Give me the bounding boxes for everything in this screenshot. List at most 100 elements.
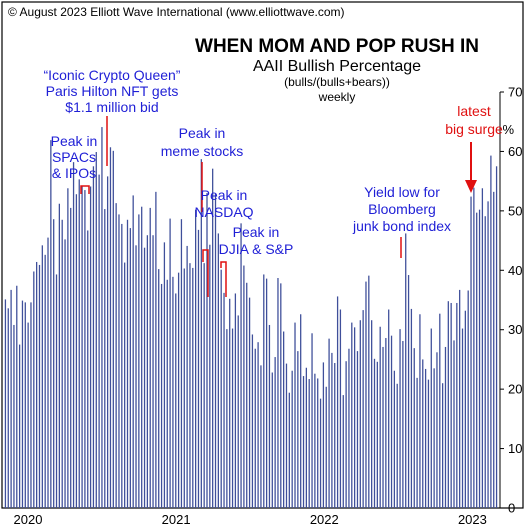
bar [27,322,29,508]
bar [203,263,205,508]
bar [30,302,32,508]
bar [356,351,359,508]
bar [436,352,438,508]
x-year-label: 2020 [14,512,43,527]
bar [251,334,254,508]
bar [220,269,222,508]
bar [476,212,478,508]
bar [72,162,75,508]
bar [319,398,322,508]
annotation-latest-line2: big surge [445,121,503,137]
y-axis-unit: % [502,122,514,137]
bar [382,346,384,508]
bar [55,274,58,508]
bar [160,283,163,508]
bar [271,372,273,508]
bar [280,283,282,508]
bar [106,176,109,508]
bar [493,191,495,508]
bar [410,308,413,508]
bar [172,276,174,508]
annotation-djia-line1: Peak in [233,224,280,240]
bar [433,368,435,508]
bar [260,365,262,508]
bar [444,346,447,508]
bar [195,209,197,509]
bar [416,377,418,508]
bar [226,329,228,508]
bar [439,313,441,508]
annotation-djia-line2: DJIA & S&P [219,241,294,257]
bar [317,378,319,508]
x-year-label: 2021 [162,512,191,527]
bar [359,320,361,508]
bar [459,289,461,508]
bar [64,239,66,508]
y-tick-label: 20 [508,382,522,397]
bar [78,179,80,509]
bar [294,322,296,508]
annotation-spacs-bracket [80,185,90,194]
annotation-spacs-line2: SPACs [52,149,96,165]
y-tick-label: 0 [508,501,515,516]
bar [379,326,381,508]
y-axis-ticks: 0 10 20 30 40 50 60 70 [500,85,522,516]
bar-series [4,127,498,509]
bar [393,370,396,508]
y-tick-label: 50 [508,203,522,218]
bar [402,341,404,508]
bar [481,188,484,508]
bar [10,289,12,508]
bar [175,293,177,508]
x-axis-labels: 2020 2021 2022 2023 [14,512,487,527]
bar [265,278,268,508]
annotation-crypto-queen-line2: Paris Hilton NFT gets [46,83,179,99]
x-year-label: 2023 [458,512,487,527]
bar [328,338,330,508]
bar [447,301,449,508]
bar [285,363,288,508]
bar [166,279,168,508]
annotation-spacs-line3: & IPOs [52,165,96,181]
bar [112,150,114,508]
bar [368,275,370,508]
bar [311,333,313,508]
chart-frequency: weekly [318,90,356,104]
bar [209,244,211,509]
bar [405,233,407,508]
bar [44,254,46,508]
chart-subtitle: AAII Bullish Percentage [253,58,421,75]
bar [67,188,69,508]
annotation-meme-line2: meme stocks [161,143,243,159]
bar [427,379,430,508]
y-tick-label: 10 [508,441,522,456]
bar [300,314,302,508]
bar [84,190,86,508]
annotation-latest-arrow-head [465,180,477,193]
bar [126,219,129,508]
bar [274,357,276,508]
bar [115,203,117,508]
bar [129,228,131,508]
bar [376,361,378,508]
bar [180,219,183,508]
bar [206,193,208,508]
bar [257,342,259,508]
y-tick-label: 70 [508,85,522,100]
bar [240,223,242,508]
bar [4,299,7,508]
bar [200,159,202,508]
bar [104,209,106,508]
bar [453,340,455,508]
x-year-label: 2022 [310,512,339,527]
annotation-meme-line1: Peak in [179,125,226,141]
y-tick-label: 40 [508,263,522,278]
bar [314,373,316,508]
bar [331,352,333,508]
annotation-yield-line1: Yield low for [364,184,440,200]
bar [186,245,188,509]
bar [38,264,41,508]
bar [95,152,97,508]
bar [234,293,237,508]
bar [407,275,410,508]
